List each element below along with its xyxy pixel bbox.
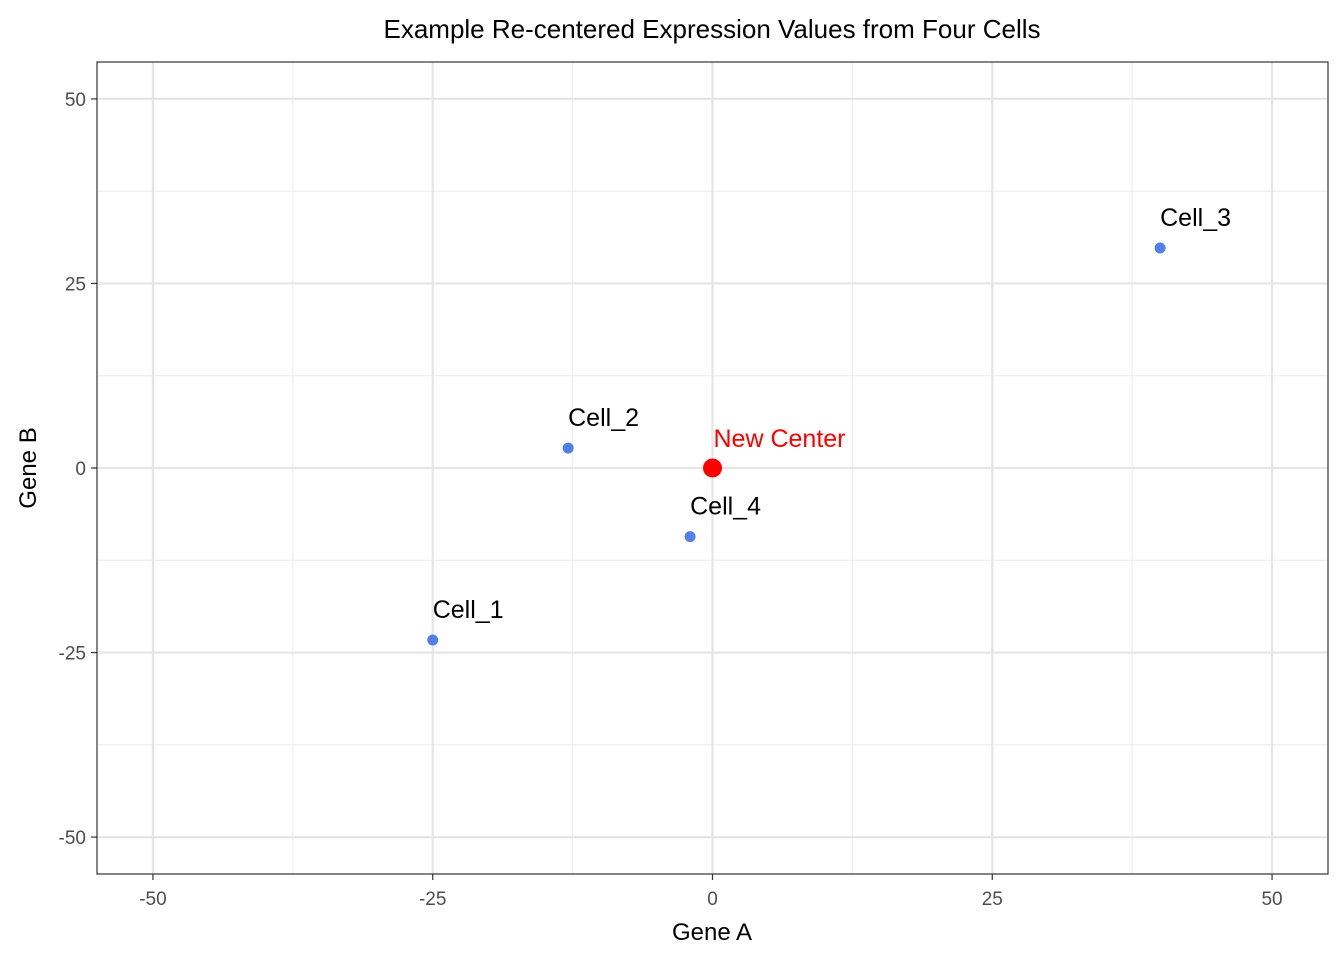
y-tick-label: 0 — [75, 459, 86, 480]
data-point-cell-3 — [1154, 242, 1166, 254]
x-tick-label: -50 — [139, 889, 166, 910]
data-label-cell-1: Cell_1 — [433, 596, 504, 624]
data-point-cell-2 — [562, 442, 574, 454]
y-tick-label: 50 — [65, 90, 86, 111]
x-tick-label: 0 — [707, 889, 718, 910]
data-point-cell-1 — [427, 634, 439, 646]
data-marks: Cell_1 Cell_2 Cell_3 Cell_4 New Center — [427, 204, 1231, 646]
center-point — [703, 458, 722, 478]
y-axis-label: Gene B — [15, 427, 42, 508]
chart-title: Example Re-centered Expression Values fr… — [383, 14, 1040, 44]
data-point-cell-4 — [684, 531, 696, 543]
y-tick-label: 25 — [65, 274, 86, 295]
grid — [97, 62, 1328, 874]
y-tick-label: -25 — [59, 644, 86, 665]
axis-ticks: -50 -25 0 25 50 -50 -25 0 25 50 — [59, 90, 1283, 910]
y-tick-label: -50 — [59, 828, 86, 849]
data-label-cell-2: Cell_2 — [568, 404, 639, 432]
x-tick-label: 50 — [1261, 889, 1282, 910]
center-label: New Center — [714, 425, 846, 453]
data-label-cell-3: Cell_3 — [1160, 204, 1231, 232]
x-tick-label: -25 — [419, 889, 446, 910]
data-label-cell-4: Cell_4 — [690, 493, 761, 521]
x-tick-label: 25 — [982, 889, 1003, 910]
x-axis-label: Gene A — [672, 919, 752, 946]
